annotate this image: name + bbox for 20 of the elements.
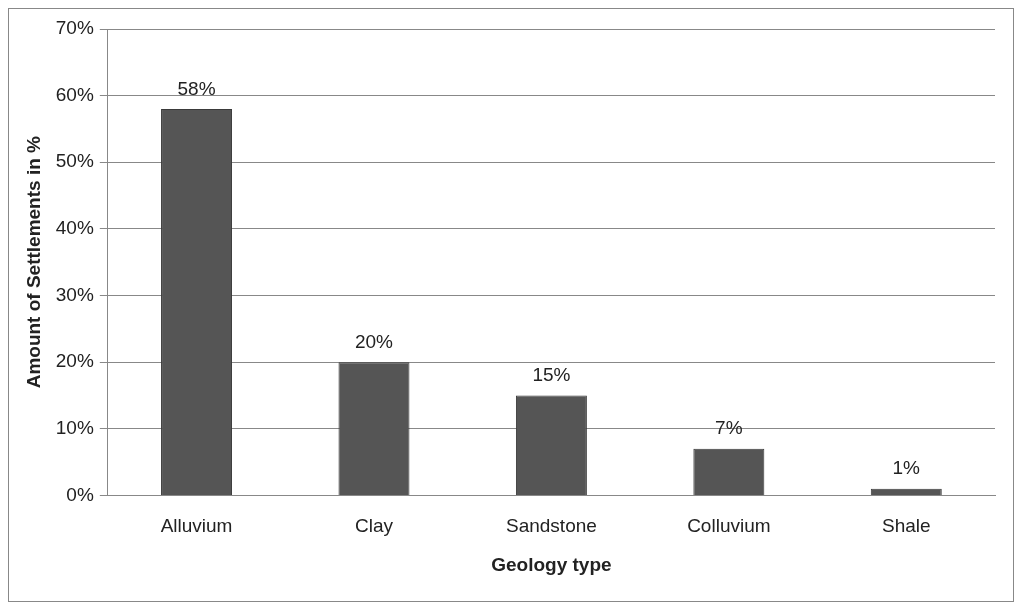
x-tick-label: Alluvium (160, 515, 233, 537)
x-axis-title: Geology type (491, 553, 612, 575)
y-tick-label: 50% (55, 150, 94, 172)
data-label: 7% (715, 417, 743, 439)
y-tick-label: 0% (66, 483, 94, 505)
x-tick-label: Shale (881, 515, 931, 537)
data-label: 15% (532, 364, 571, 386)
data-label: 1% (892, 457, 921, 479)
y-tick-label: 40% (55, 217, 94, 239)
data-label: 58% (177, 77, 216, 99)
y-tick-label: 20% (55, 350, 94, 372)
data-label: 20% (354, 330, 394, 352)
x-tick-label: Colluvium (687, 515, 771, 537)
y-tick-label: 30% (55, 283, 94, 305)
y-tick-label: 60% (55, 83, 94, 105)
x-tick-label: Sandstone (505, 515, 597, 537)
y-tick-label: 70% (55, 17, 94, 39)
y-axis-title: Amount of Settlements in % (22, 135, 44, 389)
y-tick-label: 10% (55, 417, 94, 439)
x-tick-label: Clay (354, 515, 394, 537)
